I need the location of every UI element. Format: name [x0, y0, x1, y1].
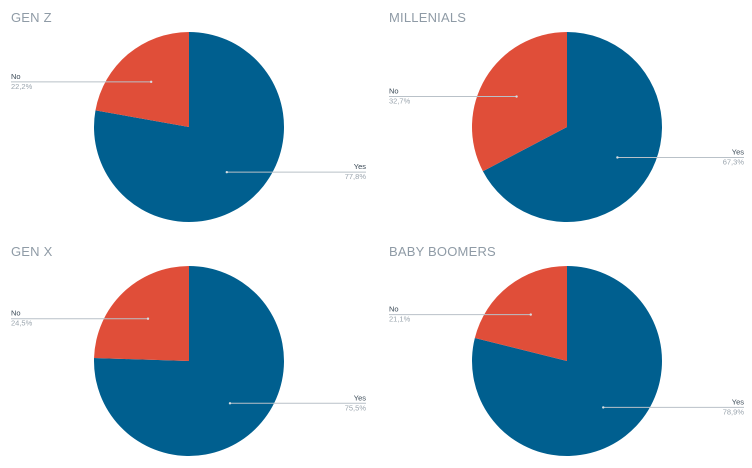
slice-value-label: 32,7% [389, 97, 411, 106]
pie-slice-no [94, 266, 189, 361]
slice-label: Yes [354, 393, 366, 402]
chart-panel-gen-x: GEN X Yes 75,5% No 24,5% [0, 234, 376, 468]
slice-label: No [11, 309, 21, 318]
slice-value-label: 78,9% [723, 407, 745, 416]
chart-panel-millenials: MILLENIALS Yes 67,3% No 32,7% [378, 0, 752, 234]
leader-dot [146, 317, 150, 320]
pie-slice-no [471, 31, 567, 172]
slice-label: No [11, 72, 21, 81]
slice-value-label: 24,5% [11, 319, 33, 328]
slice-value-label: 67,3% [723, 157, 745, 166]
slice-label: Yes [732, 397, 744, 406]
leader-dot [616, 156, 619, 159]
leader-dot [149, 80, 153, 84]
slice-value-label: 75,5% [345, 403, 367, 412]
pie-slice-yes [94, 266, 285, 456]
leader-dot [515, 95, 518, 98]
pie-slice-yes [482, 32, 662, 222]
leader-dot [602, 406, 605, 409]
slice-value-label: 21,1% [389, 315, 411, 324]
pie-slice-no [95, 32, 189, 127]
slice-value-label: 22,2% [11, 82, 33, 91]
leader-dot [225, 170, 229, 174]
chart-title: GEN Z [11, 10, 52, 25]
pie-slice-yes [472, 266, 663, 456]
pie-slice-yes [94, 32, 285, 223]
leader-dot [228, 402, 232, 405]
pie-slice-no [474, 266, 567, 361]
slice-label: No [389, 305, 399, 314]
leader-dot [529, 313, 532, 316]
slice-label: Yes [354, 162, 366, 171]
slice-label: Yes [732, 147, 744, 156]
chart-panel-gen-z: GEN Z Yes 77,8% No 22,2% [0, 0, 376, 234]
slice-label: No [389, 87, 399, 96]
chart-title: BABY BOOMERS [389, 244, 496, 259]
chart-title: GEN X [11, 244, 53, 259]
slice-value-label: 77,8% [345, 172, 367, 181]
chart-panel-baby-boomers: BABY BOOMERS Yes 78,9% No 21,1% [378, 234, 752, 468]
chart-title: MILLENIALS [389, 10, 467, 25]
